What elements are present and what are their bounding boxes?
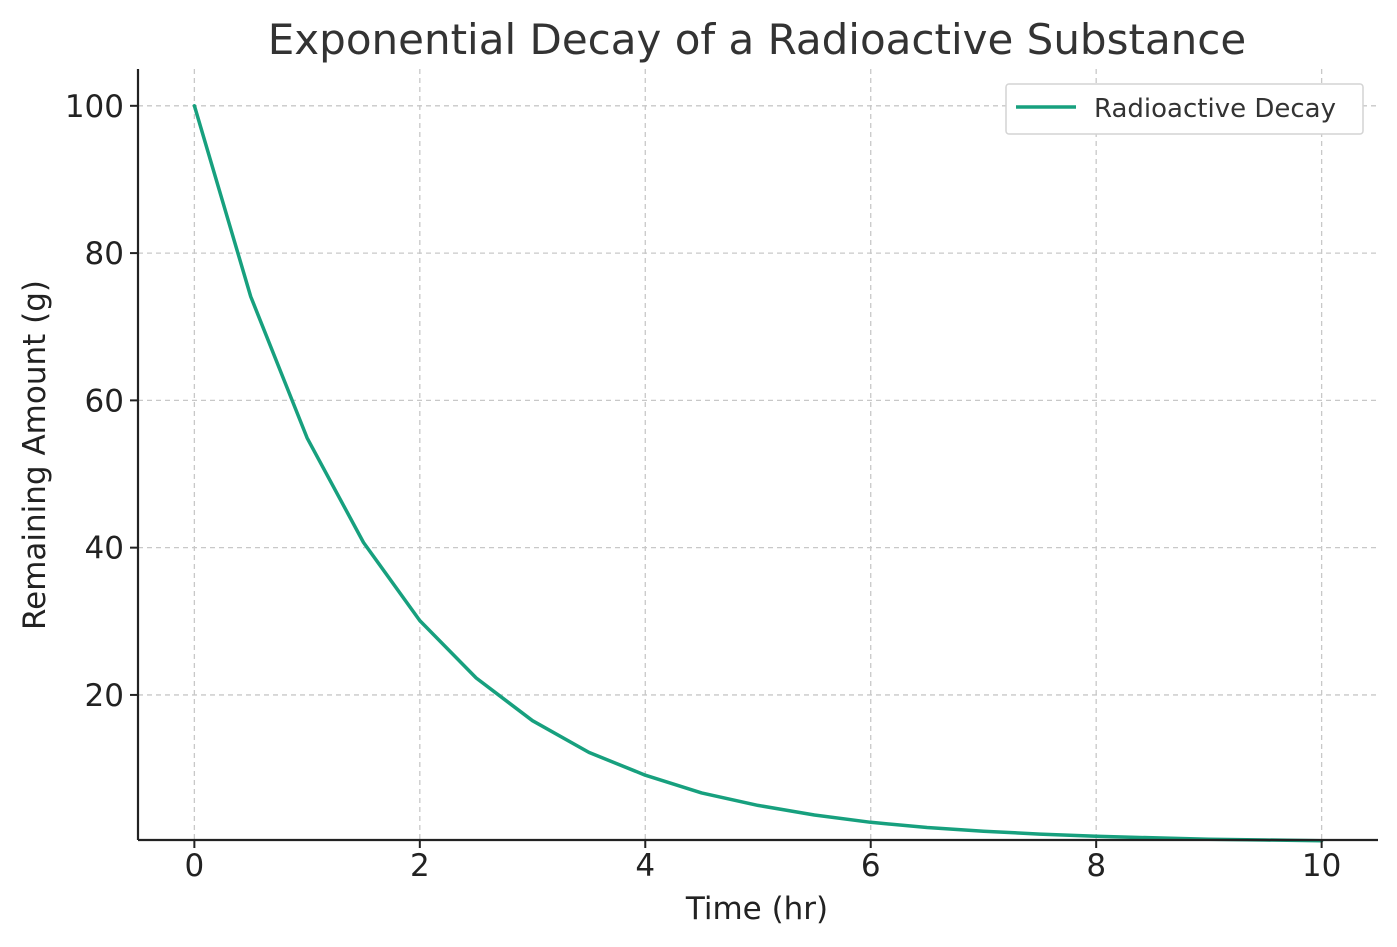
series-line-radioactive-decay [192, 104, 1324, 843]
ticks: 0 2 4 6 8 10 20 40 60 80 100 [65, 89, 1342, 884]
x-axis-label: Time (hr) [685, 891, 828, 927]
y-tick-label: 100 [65, 89, 124, 125]
y-tick-label: 40 [85, 531, 124, 567]
x-tick-label: 8 [1086, 848, 1106, 884]
x-tick-label: 2 [410, 848, 430, 884]
legend: Radioactive Decay [1005, 83, 1364, 135]
x-tick-label: 10 [1302, 848, 1341, 884]
axes [136, 69, 1378, 842]
y-axis-label: Remaining Amount (g) [17, 280, 53, 630]
legend-label: Radioactive Decay [1094, 94, 1336, 124]
x-tick-label: 6 [861, 848, 881, 884]
x-tick-label: 4 [635, 848, 655, 884]
y-tick-label: 20 [85, 678, 124, 714]
x-tick-label: 0 [184, 848, 204, 884]
series-layer [192, 104, 1324, 843]
y-tick-label: 80 [85, 236, 124, 272]
y-tick-label: 60 [85, 383, 124, 419]
legend-box [1005, 83, 1364, 135]
grid [138, 69, 1378, 840]
chart-title: Exponential Decay of a Radioactive Subst… [268, 15, 1246, 64]
